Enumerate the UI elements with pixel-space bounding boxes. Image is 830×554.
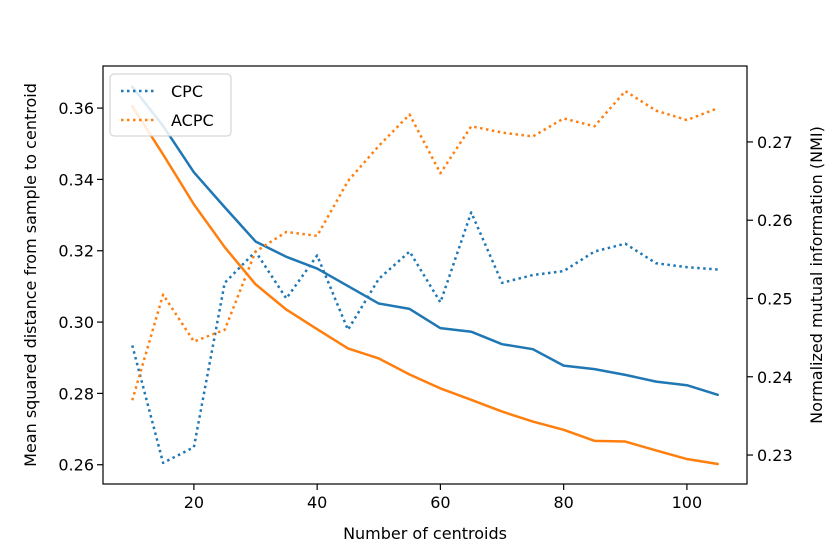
y2-tick-label: 0.24: [757, 368, 793, 387]
y2-axis-title: Normalized mutual information (NMI): [807, 126, 826, 424]
y-tick-label: 0.36: [58, 99, 94, 118]
x-tick-label: 60: [430, 493, 450, 512]
legend-label-acpc: ACPC: [171, 111, 214, 130]
y-tick-label: 0.32: [58, 242, 94, 261]
x-tick-label: 80: [553, 493, 573, 512]
legend: CPC ACPC: [109, 73, 232, 137]
y2-tick-label: 0.27: [757, 133, 793, 152]
y2-tick-label: 0.26: [757, 211, 793, 230]
legend-label-cpc: CPC: [171, 82, 203, 101]
x-tick-label: 40: [307, 493, 327, 512]
x-axis-title: Number of centroids: [343, 524, 507, 543]
series-line-cpc-distance: [131, 85, 719, 397]
series-layer: [131, 85, 719, 466]
series-line-cpc-nmi: [131, 211, 718, 465]
plot-frame: [102, 65, 748, 485]
y2-tick-label: 0.23: [757, 446, 793, 465]
series-line-acpc-distance: [131, 105, 719, 466]
x-tick-label: 20: [184, 493, 204, 512]
y2-tick-label: 0.25: [757, 289, 793, 308]
y-tick-label: 0.30: [58, 313, 94, 332]
y-axis-title: Mean squared distance from sample to cen…: [21, 83, 40, 467]
y-tick-label: 0.26: [58, 456, 94, 475]
y-tick-label: 0.34: [58, 170, 94, 189]
y-tick-label: 0.28: [58, 384, 94, 403]
x-tick-label: 100: [672, 493, 703, 512]
ticks-layer: 20 40 60 80 100 0.26 0.28 0.30 0.32 0.34 0.36 0.23 0…: [58, 99, 792, 512]
